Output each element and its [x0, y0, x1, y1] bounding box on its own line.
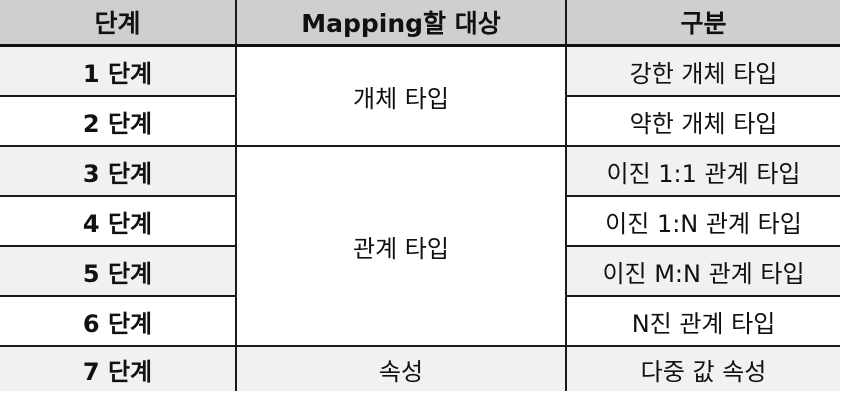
table-row: 3 단계 관계 타입 이진 1:1 관계 타입 [0, 145, 840, 347]
table-row: 5 단계 이진 M:N 관계 타입 [0, 245, 840, 297]
category-cell: 강한 개체 타입 [565, 44, 840, 97]
step-cell: 7 단계 [0, 345, 237, 391]
step-cell: 4 단계 [0, 195, 237, 247]
header-category: 구분 [565, 0, 840, 47]
mapping-steps-table: 단계 Mapping할 대상 구분 1 단계 개체 타입 강한 개체 타입 2 … [0, 0, 840, 391]
category-cell: 이진 1:N 관계 타입 [565, 195, 840, 247]
category-cell: 이진 M:N 관계 타입 [565, 245, 840, 297]
category-cell: 다중 값 속성 [565, 345, 840, 391]
category-cell: 이진 1:1 관계 타입 [565, 145, 840, 197]
step-cell: 3 단계 [0, 145, 237, 197]
mapping-target-cell: 관계 타입 [235, 145, 567, 347]
category-cell: N진 관계 타입 [565, 295, 840, 347]
step-cell: 6 단계 [0, 295, 237, 347]
table-row: 6 단계 N진 관계 타입 [0, 295, 840, 347]
step-cell: 2 단계 [0, 95, 237, 147]
table-row: 2 단계 약한 개체 타입 [0, 95, 840, 147]
category-cell: 약한 개체 타입 [565, 95, 840, 147]
header-mapping-target: Mapping할 대상 [235, 0, 567, 47]
mapping-target-cell: 개체 타입 [235, 44, 567, 147]
table-row: 1 단계 개체 타입 강한 개체 타입 [0, 44, 840, 147]
step-cell: 5 단계 [0, 245, 237, 297]
table-row: 4 단계 이진 1:N 관계 타입 [0, 195, 840, 247]
table-header-row: 단계 Mapping할 대상 구분 [0, 0, 840, 47]
mapping-target-cell: 속성 [235, 345, 567, 391]
step-cell: 1 단계 [0, 44, 237, 97]
table-row: 7 단계 속성 다중 값 속성 [0, 345, 840, 391]
header-step: 단계 [0, 0, 237, 47]
